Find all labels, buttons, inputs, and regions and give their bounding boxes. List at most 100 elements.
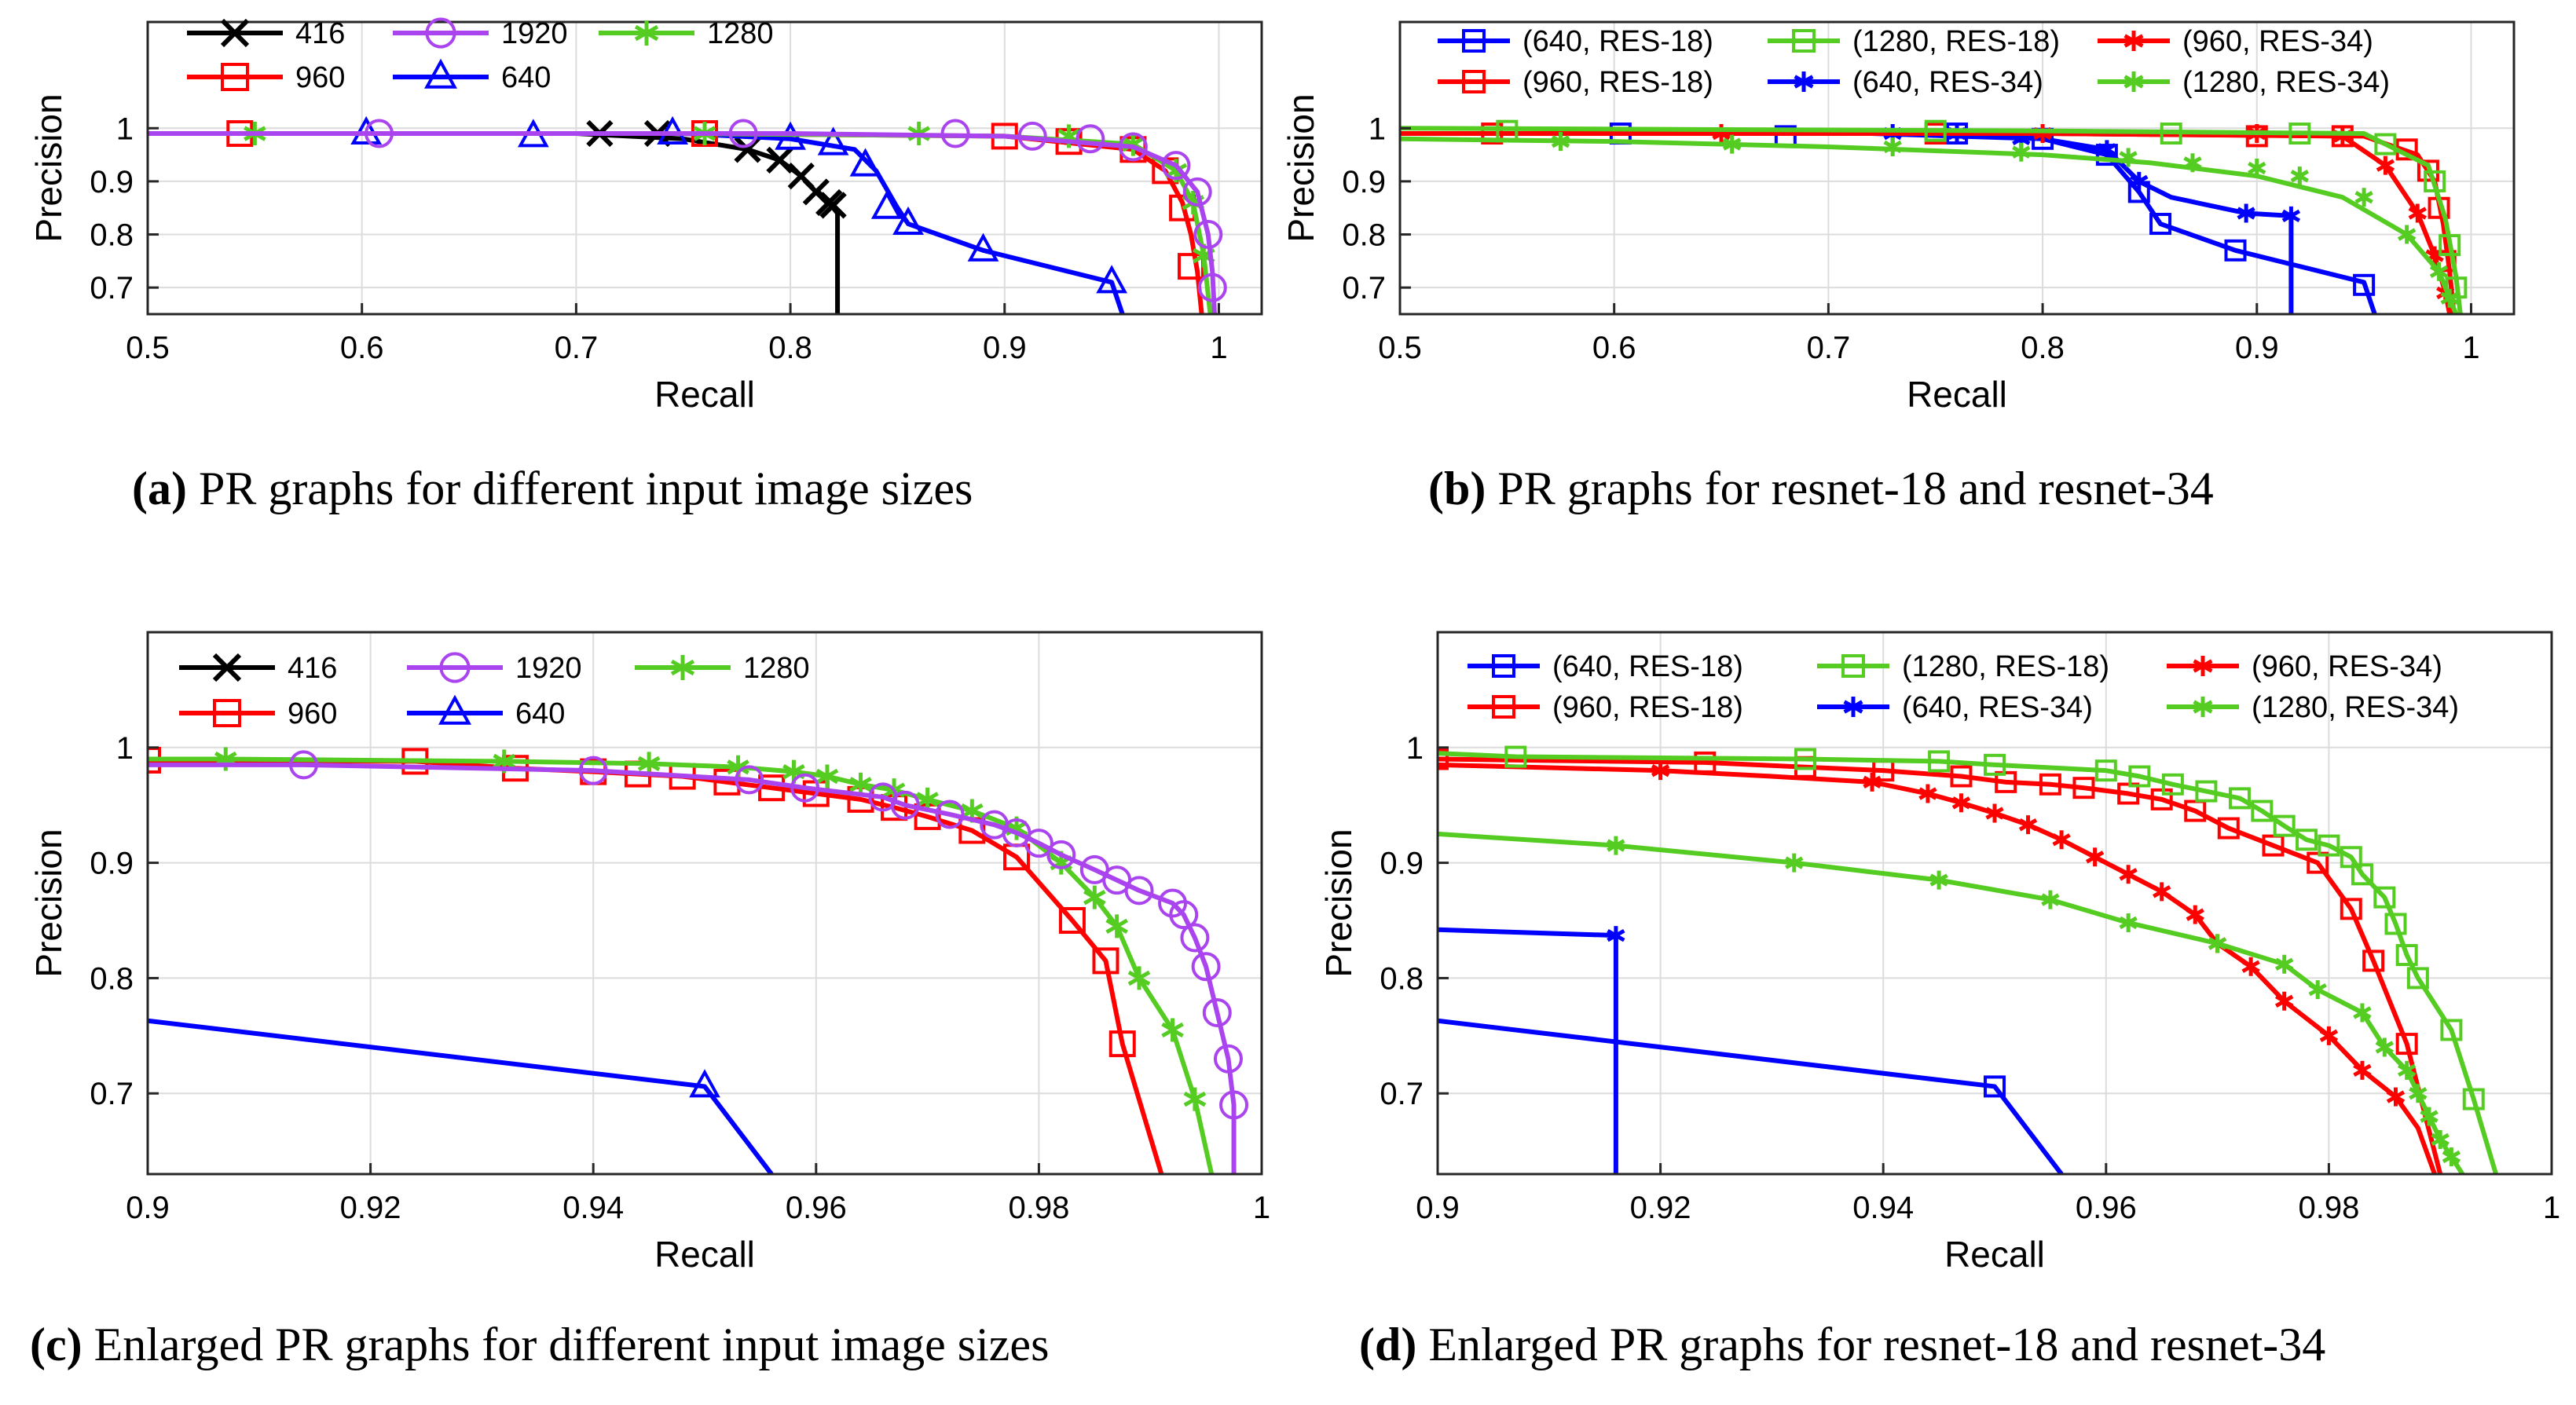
legend-item: 960 bbox=[179, 697, 337, 730]
series-marker bbox=[1722, 134, 1742, 154]
series-marker bbox=[365, 119, 394, 148]
x-tick-label: 0.5 bbox=[1378, 331, 1422, 365]
x-tick-label: 0.98 bbox=[1008, 1191, 1069, 1225]
series-marker bbox=[2375, 1037, 2394, 1057]
series-line bbox=[1438, 1018, 2064, 1174]
x-tick-label: 0.96 bbox=[2076, 1191, 2137, 1225]
caption-a: (a) PR graphs for different input image … bbox=[132, 462, 973, 516]
x-axis-label: Recall bbox=[654, 1234, 755, 1275]
series-marker bbox=[2351, 863, 2373, 886]
series-marker bbox=[1118, 132, 1148, 162]
series-marker bbox=[2085, 847, 2105, 867]
legend-marker bbox=[1792, 29, 1816, 53]
series-marker bbox=[2431, 1129, 2450, 1149]
series-marker bbox=[2237, 203, 2255, 223]
series-line bbox=[148, 762, 1237, 1174]
series-marker bbox=[1984, 753, 2006, 776]
series-marker bbox=[1995, 770, 2017, 793]
legend-item: 1280 bbox=[599, 17, 774, 50]
x-tick-label: 0.9 bbox=[1416, 1191, 1460, 1225]
series-marker bbox=[2440, 1019, 2463, 1041]
series-marker bbox=[2273, 814, 2296, 837]
series-marker bbox=[1504, 745, 1527, 768]
legend-label: (1280, RES-34) bbox=[2182, 66, 2390, 99]
series-marker bbox=[2395, 944, 2418, 967]
series-marker bbox=[1924, 119, 1947, 142]
legend-label: (960, RES-18) bbox=[1523, 66, 1713, 99]
legend-label: 1920 bbox=[501, 17, 568, 50]
legend-label: 960 bbox=[295, 61, 345, 94]
y-tick-label: 0.7 bbox=[1380, 1077, 1424, 1111]
legend-marker bbox=[2193, 656, 2213, 676]
legend-marker bbox=[2123, 31, 2144, 51]
series-marker bbox=[2119, 148, 2138, 167]
legend-marker bbox=[1794, 71, 1814, 92]
legend-marker bbox=[1462, 29, 1486, 53]
series-marker bbox=[2462, 1088, 2485, 1110]
caption-label: (a) bbox=[132, 463, 187, 514]
series-marker bbox=[1024, 829, 1053, 858]
series-marker bbox=[2374, 133, 2397, 156]
legend-item: 1920 bbox=[393, 17, 568, 50]
series-marker bbox=[735, 765, 764, 795]
series-marker bbox=[2119, 865, 2138, 884]
series-marker bbox=[1124, 876, 1154, 906]
series-marker bbox=[2012, 142, 2031, 162]
series-marker bbox=[2290, 166, 2309, 186]
series-marker bbox=[1075, 124, 1105, 154]
legend-label: (640, RES-34) bbox=[1852, 66, 2043, 99]
series-marker bbox=[2429, 262, 2449, 281]
series-marker bbox=[2397, 1060, 2417, 1080]
series-line bbox=[1438, 751, 2498, 1174]
y-axis-label: Precision bbox=[28, 93, 69, 242]
series-marker bbox=[2386, 1087, 2406, 1107]
series-marker bbox=[2440, 288, 2459, 308]
series-marker bbox=[2442, 1147, 2461, 1166]
plot-area bbox=[1400, 22, 2514, 314]
legend-marker bbox=[634, 20, 659, 46]
series-marker bbox=[2362, 949, 2385, 972]
caption-label: (c) bbox=[30, 1319, 82, 1370]
legend-marker bbox=[221, 63, 249, 91]
axes-box bbox=[146, 631, 1263, 1176]
legend-item: (1280, RES-34) bbox=[2098, 66, 2390, 99]
series-marker bbox=[2150, 788, 2173, 810]
series-marker bbox=[2395, 1033, 2418, 1056]
legend-item: 640 bbox=[393, 58, 551, 94]
legend-marker bbox=[2123, 71, 2144, 92]
series-marker bbox=[1985, 803, 2004, 823]
y-tick-label: 0.7 bbox=[90, 1077, 134, 1111]
series-marker bbox=[2186, 905, 2204, 924]
series-marker bbox=[967, 232, 999, 262]
y-axis-label: Precision bbox=[1318, 829, 1359, 977]
legend-marker bbox=[425, 17, 456, 49]
series-marker bbox=[1161, 1018, 1184, 1042]
caption-text: Enlarged PR graphs for different input i… bbox=[93, 1319, 1050, 1370]
y-tick-label: 0.8 bbox=[90, 218, 134, 253]
series-line bbox=[148, 131, 1218, 314]
series-group bbox=[148, 115, 1227, 314]
y-tick-label: 0.8 bbox=[1380, 961, 1424, 996]
x-axis-label: Recall bbox=[1907, 374, 2007, 415]
series-marker bbox=[2160, 123, 2182, 145]
series-marker bbox=[2052, 830, 2071, 850]
legend-marker bbox=[1843, 697, 1863, 717]
y-tick-label: 1 bbox=[116, 731, 134, 766]
legend-marker bbox=[670, 655, 695, 680]
series-marker bbox=[2376, 156, 2395, 175]
legend-label: 416 bbox=[288, 652, 337, 685]
legend-label: (1280, RES-18) bbox=[1902, 650, 2109, 683]
series-marker bbox=[728, 119, 758, 148]
legend-item: (640, RES-34) bbox=[1817, 691, 2093, 724]
series-marker bbox=[2353, 273, 2376, 296]
legend-label: (960, RES-18) bbox=[1552, 691, 1743, 724]
series-marker bbox=[2439, 234, 2461, 257]
legend-marker bbox=[213, 699, 241, 727]
x-tick-label: 0.5 bbox=[126, 331, 170, 365]
caption-label: (b) bbox=[1428, 463, 1486, 514]
legend-item: 416 bbox=[187, 17, 345, 50]
y-tick-label: 0.7 bbox=[90, 271, 134, 306]
x-tick-label: 0.92 bbox=[340, 1191, 401, 1225]
series-marker bbox=[1213, 1044, 1243, 1074]
x-tick-label: 0.94 bbox=[562, 1191, 624, 1225]
